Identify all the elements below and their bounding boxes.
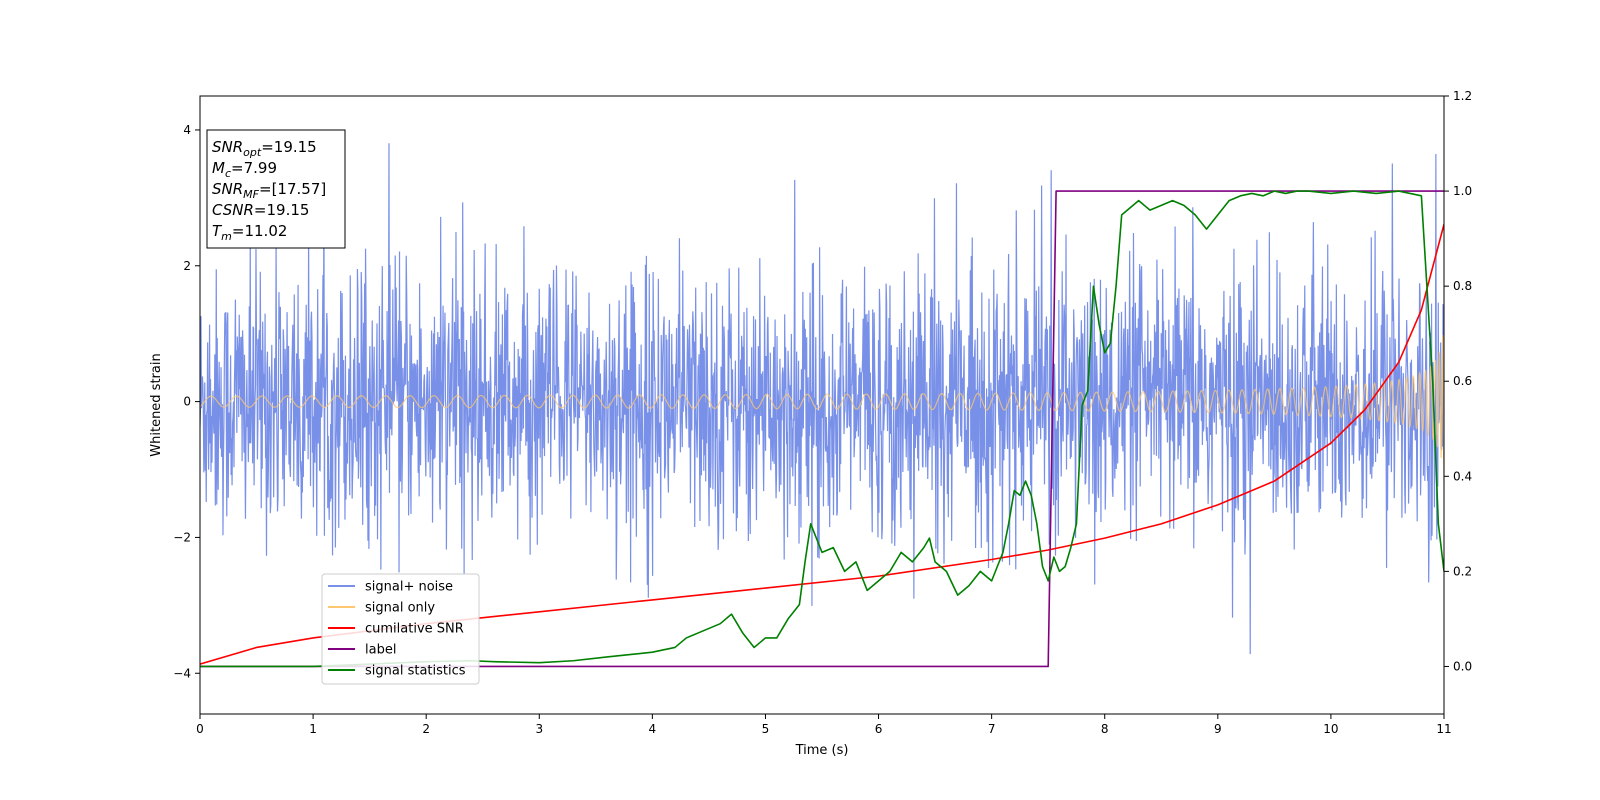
info-box-line: CSNR=19.15 [212, 201, 309, 219]
info-box-line: Mc=7.99 [212, 159, 277, 180]
x-tick-label: 2 [422, 722, 430, 736]
x-tick-label: 6 [875, 722, 883, 736]
y2-tick-label: 0.0 [1453, 659, 1472, 673]
y-tick-label: −4 [173, 666, 191, 680]
x-tick-label: 8 [1101, 722, 1109, 736]
info-box: SNRopt=19.15Mc=7.99SNRMF=[17.57]CSNR=19.… [206, 129, 346, 249]
series-signal-noise-line [200, 143, 1444, 655]
info-box-line: Tm=11.02 [212, 222, 287, 243]
info-box-line: SNRopt=19.15 [212, 138, 317, 159]
x-tick-label: 11 [1436, 722, 1451, 736]
x-tick-label: 7 [988, 722, 996, 736]
y2-tick-label: 0.6 [1453, 374, 1472, 388]
x-axis: 0 1 2 3 4 5 6 7 8 9 10 11 [196, 714, 1452, 736]
info-box-frame [206, 129, 346, 249]
y-tick-label: −2 [173, 530, 191, 544]
x-tick-label: 0 [196, 722, 204, 736]
y-tick-label: 4 [183, 123, 191, 137]
plot-frame [199, 95, 1445, 715]
x-tick-label: 9 [1214, 722, 1222, 736]
x-tick-label: 3 [535, 722, 543, 736]
legend-label: cumilative SNR [365, 622, 464, 637]
y2-tick-label: 0.8 [1453, 279, 1472, 293]
y2-tick-label: 0.4 [1453, 469, 1472, 483]
x-tick-label: 10 [1323, 722, 1338, 736]
y-tick-label: 0 [183, 395, 191, 409]
series-signal-statistics-line [200, 190, 1444, 668]
legend: signal+ noise signal only cumilative SNR la… [321, 573, 480, 685]
x-tick-label: 4 [649, 722, 657, 736]
y2-tick-label: 1.2 [1453, 89, 1472, 103]
series-signal-only-line [200, 335, 1444, 484]
y-tick-label: 2 [183, 259, 191, 273]
info-box-line: SNRMF=[17.57] [212, 180, 326, 201]
legend-label: label [365, 643, 396, 658]
legend-frame [321, 573, 480, 685]
x-tick-label: 5 [762, 722, 770, 736]
y-axis-left: 4 2 0 −2 −4 [173, 123, 200, 680]
y-axis-right: 1.2 1.0 0.8 0.6 0.4 0.2 0.0 [1444, 89, 1472, 673]
legend-label: signal only [365, 601, 435, 616]
series-label-line [200, 190, 1444, 668]
y-axis-label: Whitened strain [149, 353, 164, 456]
legend-label: signal statistics [365, 664, 466, 679]
legend-label: signal+ noise [365, 580, 453, 595]
y2-tick-label: 0.2 [1453, 564, 1472, 578]
x-tick-label: 1 [309, 722, 317, 736]
y2-tick-label: 1.0 [1453, 184, 1472, 198]
x-axis-label: Time (s) [795, 743, 849, 758]
